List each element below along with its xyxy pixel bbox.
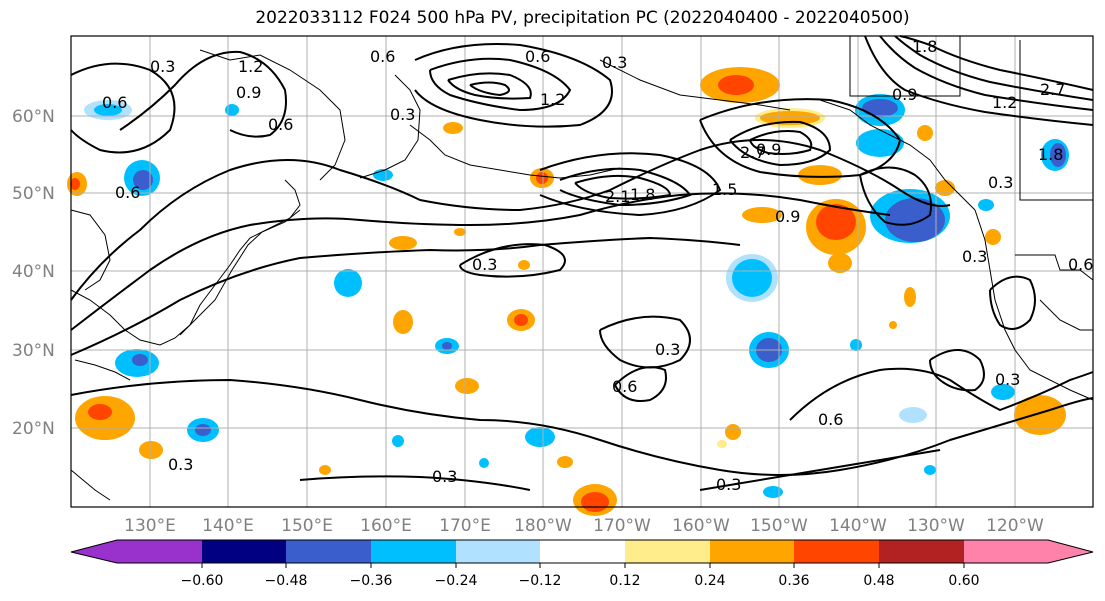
lon-label: 160°E [360, 516, 412, 536]
longitude-labels: 130°E 140°E 150°E 160°E 170°E 180°W 170°… [124, 516, 1044, 536]
lon-label: 140°W [829, 516, 887, 536]
lon-label: 170°E [439, 516, 491, 536]
colorbar-tick-label: 0.48 [863, 573, 894, 589]
colorbar-tick-label: −0.12 [519, 573, 562, 589]
contour-label: 2.7 [740, 143, 765, 162]
contour-label: 0.3 [432, 467, 457, 486]
colorbar-tick-label: −0.60 [181, 573, 224, 589]
contour-label: 0.3 [655, 340, 680, 359]
contour-label: 0.3 [602, 53, 627, 72]
contour-label: 0.6 [102, 93, 127, 112]
colorbar-outline [70, 539, 1094, 564]
colorbar-segment [371, 540, 456, 563]
lat-label: 60°N [12, 107, 55, 127]
contour-label: 0.3 [472, 255, 497, 274]
colorbar-tick-label: 0.24 [694, 573, 725, 589]
colorbar-segment [710, 540, 794, 563]
contour-label: 1.2 [540, 90, 565, 109]
colorbar-segment [456, 540, 540, 563]
contour-label: 0.3 [988, 173, 1013, 192]
colorbar-extend-high [1048, 540, 1093, 563]
contour-label: 0.6 [268, 115, 293, 134]
colorbar-tick-label: −0.36 [350, 573, 393, 589]
colorbar-segment [540, 540, 625, 563]
map-title: 2022033112 F024 500 hPa PV, precipitatio… [255, 8, 910, 28]
colorbar-segment [202, 540, 286, 563]
pv-contours [70, 35, 1094, 491]
contour-label: 0.9 [775, 207, 800, 226]
contour-label: 0.9 [756, 140, 781, 159]
lon-label: 130°E [124, 516, 176, 536]
contour-label: 0.6 [525, 47, 550, 66]
lon-label: 130°W [907, 516, 965, 536]
colorbar-extend-low [71, 540, 117, 563]
colorbar-segment [286, 540, 371, 563]
contour-label: 1.8 [912, 37, 937, 56]
contour-label: 0.6 [115, 183, 140, 202]
colorbar-tick-label: 0.60 [948, 573, 979, 589]
contour-label: 0.9 [236, 83, 261, 102]
colorbar-segment [794, 540, 879, 563]
contour-label: 1.8 [1038, 145, 1063, 164]
latitude-labels: 60°N 50°N 40°N 30°N 20°N [12, 107, 55, 439]
colorbar-tick-label: −0.24 [435, 573, 478, 589]
lat-label: 50°N [12, 184, 55, 204]
colorbar-segment [117, 540, 202, 563]
contour-label: 0.3 [716, 475, 741, 494]
lon-label: 150°W [750, 516, 808, 536]
colorbar-tick-label: 0.12 [609, 573, 640, 589]
contour-label: 0.6 [370, 47, 395, 66]
contour-label: 0.9 [892, 85, 917, 104]
lat-label: 40°N [12, 262, 55, 282]
contour-labels: 0.3 1.2 0.9 0.6 0.6 0.6 0.3 1.2 0.3 0.6 … [102, 37, 1093, 494]
contour-label: 0.3 [995, 370, 1020, 389]
lon-label: 170°W [593, 516, 651, 536]
lon-label: 140°E [202, 516, 254, 536]
colorbar-segment [625, 540, 710, 563]
coastlines [70, 36, 1094, 501]
contour-label: 0.3 [168, 455, 193, 474]
lon-label: 160°W [672, 516, 730, 536]
contour-label: 2.1 [605, 187, 630, 206]
contour-label: 0.3 [390, 105, 415, 124]
contour-label: 1.2 [992, 93, 1017, 112]
colorbar: −0.60 −0.48 −0.36 −0.24 −0.12 0.12 0.24 … [70, 539, 1094, 589]
contour-label: 0.3 [962, 247, 987, 266]
lon-label: 180°W [514, 516, 572, 536]
lat-label: 20°N [12, 419, 55, 439]
contour-label: 1.2 [238, 57, 263, 76]
contour-label: 0.3 [150, 57, 175, 76]
contour-label: 1.5 [712, 180, 737, 199]
contour-label: 0.6 [612, 377, 637, 396]
colorbar-segment [879, 540, 964, 563]
lat-label: 30°N [12, 341, 55, 361]
map-frame [70, 35, 1094, 508]
contour-label: 2.7 [1040, 80, 1065, 99]
colorbar-tick-label: −0.48 [265, 573, 308, 589]
colorbar-tick-label: 0.36 [778, 573, 809, 589]
lon-label: 150°E [281, 516, 333, 536]
contour-label: 0.6 [818, 410, 843, 429]
contour-label: 1.8 [630, 185, 655, 204]
lon-label: 120°W [986, 516, 1044, 536]
colorbar-segment [964, 540, 1048, 563]
contour-label: 0.6 [1068, 255, 1093, 274]
